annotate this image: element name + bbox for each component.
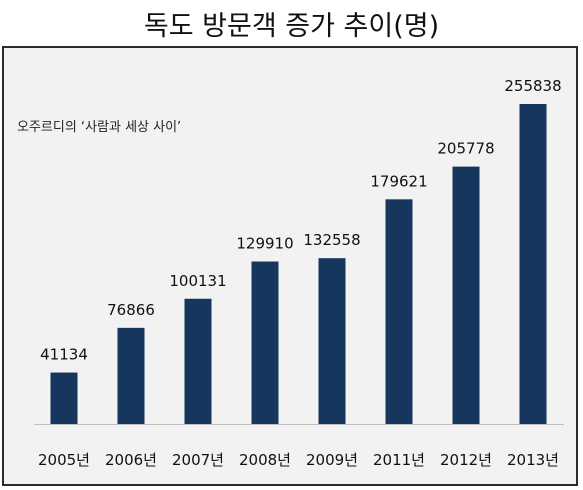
bar-2008년 <box>251 261 279 424</box>
bar-2007년 <box>184 298 212 424</box>
category-labels-group: 2005년 2006년 2007년 2008년 2009년 2011년 2012년 2013년 <box>38 451 559 469</box>
value-label: 132558 <box>303 231 360 249</box>
bar-2012년 <box>452 166 480 424</box>
bars-group <box>50 104 547 424</box>
bar-2011년 <box>385 199 413 424</box>
value-labels-group: 41134 76866 100131 129910 132558 179621 205778… <box>40 77 561 364</box>
value-label: 76866 <box>107 301 155 319</box>
value-label: 129910 <box>236 235 293 253</box>
value-label: 100131 <box>169 272 226 290</box>
category-label: 2009년 <box>306 451 358 469</box>
bar-2006년 <box>117 327 145 424</box>
value-label: 205778 <box>437 140 494 158</box>
value-label: 255838 <box>504 77 561 95</box>
source-annotation: 오주르디의 ‘사람과 세상 사이’ <box>17 120 181 135</box>
category-label: 2012년 <box>440 451 492 469</box>
value-label: 41134 <box>40 346 88 364</box>
bar-2009년 <box>318 258 346 424</box>
category-label: 2013년 <box>507 451 559 469</box>
bar-2005년 <box>50 372 78 424</box>
chart-frame <box>2 46 578 486</box>
category-label: 2007년 <box>172 451 224 469</box>
category-label: 2005년 <box>38 451 90 469</box>
value-label: 179621 <box>370 172 427 190</box>
category-label: 2008년 <box>239 451 291 469</box>
category-label: 2011년 <box>373 451 425 469</box>
category-label: 2006년 <box>105 451 157 469</box>
chart-title: 독도 방문객 증가 추이(명) <box>143 11 440 42</box>
bar-2013년 <box>519 104 547 424</box>
